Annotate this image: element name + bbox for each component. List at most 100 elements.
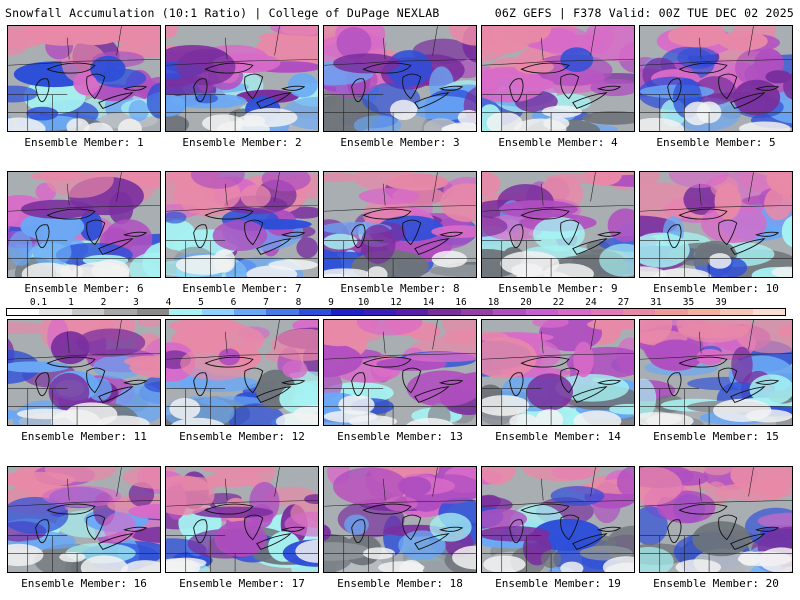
model-run-info: 06Z GEFS | F378 Valid: 00Z TUE DEC 02 20… [494, 6, 794, 20]
legend-swatch [104, 309, 137, 315]
legend-swatch [39, 309, 72, 315]
legend-label: 3 [133, 297, 139, 308]
legend-swatch [525, 309, 559, 315]
ensemble-member-map [323, 319, 477, 426]
legend-swatch [623, 309, 656, 315]
map-title: Snowfall Accumulation (10:1 Ratio) | Col… [5, 6, 440, 20]
ensemble-member-label: Ensemble Member: 2 [182, 136, 302, 149]
ensemble-member-label: Ensemble Member: 10 [653, 282, 779, 295]
legend-label: 6 [230, 297, 237, 308]
snowfall-field-image [166, 320, 318, 425]
ensemble-member-label: Ensemble Member: 5 [656, 136, 776, 149]
ensemble-member-label: Ensemble Member: 18 [337, 577, 463, 590]
legend-label: 9 [328, 297, 334, 308]
legend-swatch [7, 309, 40, 315]
ensemble-member-label: Ensemble Member: 12 [179, 430, 305, 443]
legend-swatch [136, 309, 170, 315]
ensemble-member-map [481, 466, 635, 573]
ensemble-member-label: Ensemble Member: 13 [337, 430, 463, 443]
snowfall-field-image [640, 26, 792, 131]
legend-swatch [201, 309, 234, 315]
ensemble-member-label: Ensemble Member: 19 [495, 577, 621, 590]
snowfall-field-image [166, 26, 318, 131]
legend-swatch [752, 309, 786, 315]
snowfall-field-image [640, 467, 792, 572]
ensemble-member-map [323, 466, 477, 573]
ensemble-member-label: Ensemble Member: 7 [182, 282, 302, 295]
ensemble-member-label: Ensemble Member: 3 [340, 136, 460, 149]
ensemble-member-label: Ensemble Member: 11 [21, 430, 147, 443]
ensemble-member-label: Ensemble Member: 8 [340, 282, 460, 295]
legend-label: 20 [520, 297, 532, 308]
legend-swatch [298, 309, 332, 315]
snowfall-field-image [482, 172, 634, 277]
legend-label: 18 [487, 297, 500, 308]
legend-label: 10 [357, 297, 370, 308]
legend-label: 27 [617, 297, 630, 308]
ensemble-member-map [7, 171, 161, 278]
legend-swatch [460, 309, 494, 315]
snowfall-color-legend: 0.1 1 2 3 4 5 6 7 8 9 10 12 14 16 18 20 22 24 27 31 35 39 [6, 297, 794, 319]
legend-swatch [655, 309, 688, 315]
legend-swatch [687, 309, 721, 315]
legend-label: 2 [100, 297, 107, 308]
legend-swatch [233, 309, 267, 315]
ensemble-member-map [165, 171, 319, 278]
snowfall-field-image [166, 467, 318, 572]
ensemble-member-label: Ensemble Member: 14 [495, 430, 621, 443]
legend-label: 24 [585, 297, 597, 308]
snowfall-field-image [8, 320, 160, 425]
ensemble-member-map [7, 25, 161, 132]
ensemble-member-map [165, 319, 319, 426]
ensemble-member-map [165, 25, 319, 132]
snowfall-field-image [8, 26, 160, 131]
ensemble-member-map [323, 171, 477, 278]
legend-label: 12 [390, 297, 402, 308]
legend-label: 5 [198, 297, 204, 308]
ensemble-member-map [7, 466, 161, 573]
legend-label: 31 [650, 297, 662, 308]
ensemble-member-label: Ensemble Member: 4 [498, 136, 618, 149]
ensemble-member-map [639, 25, 793, 132]
ensemble-member-map [481, 171, 635, 278]
ensemble-member-label: Ensemble Member: 15 [653, 430, 779, 443]
snowfall-field-image [640, 172, 792, 277]
ensemble-member-label: Ensemble Member: 1 [24, 136, 144, 149]
legend-swatch [590, 309, 624, 315]
legend-swatch [428, 309, 461, 315]
legend-swatch [71, 309, 105, 315]
snowfall-field-image [8, 172, 160, 277]
ensemble-member-map [639, 171, 793, 278]
ensemble-member-map [639, 466, 793, 573]
legend-color-bar [6, 308, 786, 316]
legend-label: 4 [165, 297, 172, 308]
legend-swatch [720, 309, 753, 315]
legend-label: 16 [455, 297, 467, 308]
legend-label: 14 [422, 297, 435, 308]
legend-label: 1 [68, 297, 74, 308]
ensemble-member-label: Ensemble Member: 9 [498, 282, 618, 295]
legend-label: 0.1 [29, 297, 48, 308]
snowfall-field-image [166, 172, 318, 277]
legend-label: 7 [263, 297, 269, 308]
ensemble-member-map [7, 319, 161, 426]
snowfall-field-image [324, 320, 476, 425]
legend-swatch [266, 309, 299, 315]
legend-label: 35 [682, 297, 695, 308]
legend-swatch [331, 309, 364, 315]
snowfall-field-image [324, 467, 476, 572]
snowfall-field-image [8, 467, 160, 572]
ensemble-member-map [481, 25, 635, 132]
ensemble-member-map [165, 466, 319, 573]
snowfall-field-image [324, 172, 476, 277]
ensemble-member-label: Ensemble Member: 17 [179, 577, 305, 590]
legend-swatch [363, 309, 397, 315]
ensemble-member-label: Ensemble Member: 20 [653, 577, 779, 590]
legend-label: 8 [295, 297, 302, 308]
legend-swatch [558, 309, 591, 315]
ensemble-member-map [323, 25, 477, 132]
snowfall-field-image [324, 26, 476, 131]
snowfall-field-image [482, 467, 634, 572]
legend-swatch [396, 309, 429, 315]
ensemble-member-label: Ensemble Member: 16 [21, 577, 147, 590]
